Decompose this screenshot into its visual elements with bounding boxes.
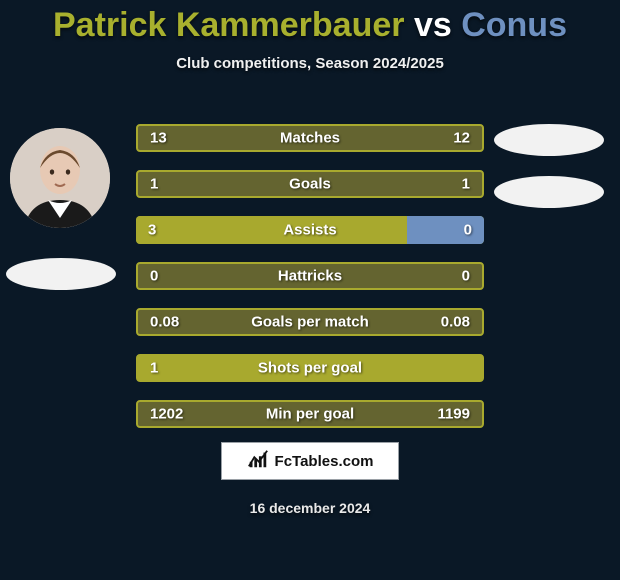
stat-label: Matches: [138, 130, 482, 147]
player-left-name: Patrick Kammerbauer: [53, 6, 405, 44]
player-left-club-logo: [6, 258, 116, 290]
stat-row: 0.080.08Goals per match: [136, 308, 484, 336]
vs-separator: vs: [405, 6, 462, 44]
player-right-club-logo: [494, 176, 604, 208]
brand-badge: FcTables.com: [221, 442, 399, 480]
stat-label: Goals: [138, 176, 482, 193]
stat-row: 12021199Min per goal: [136, 400, 484, 428]
chart-icon: [247, 448, 269, 475]
stat-row: 1Shots per goal: [136, 354, 484, 382]
subtitle: Club competitions, Season 2024/2025: [0, 55, 620, 72]
stat-bars: 1312Matches 11Goals 30Assists 00Hattricks 0.…: [136, 124, 484, 446]
stat-label: Hattricks: [138, 268, 482, 285]
date-text: 16 december 2024: [0, 500, 620, 516]
stat-label: Shots per goal: [138, 360, 482, 377]
stat-row: 11Goals: [136, 170, 484, 198]
brand-text: FcTables.com: [275, 453, 374, 470]
stat-label: Min per goal: [138, 406, 482, 423]
stat-row: 30Assists: [136, 216, 484, 244]
stat-label: Goals per match: [138, 314, 482, 331]
player-right-avatar: [494, 124, 604, 156]
player-left-avatar: [10, 128, 110, 228]
page-title: Patrick Kammerbauer vs Conus: [0, 0, 620, 45]
player-right-name: Conus: [461, 6, 567, 44]
stat-row: 00Hattricks: [136, 262, 484, 290]
stat-label: Assists: [136, 222, 484, 239]
stat-row: 1312Matches: [136, 124, 484, 152]
